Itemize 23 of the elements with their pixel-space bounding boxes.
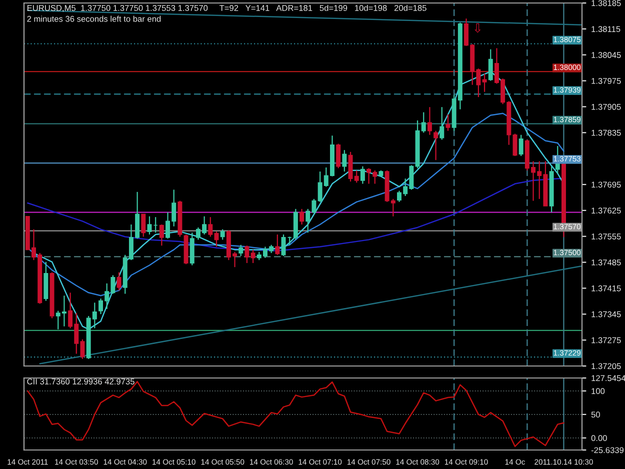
y-tick-label: 1.37555 (592, 234, 621, 240)
chart-title: CII 31.7360 12.9936 42.9735 (27, 378, 134, 384)
y-tick-label: 1.37345 (592, 311, 621, 318)
annotation: 2 minutes 36 seconds left to bar end (27, 16, 161, 22)
y-tick-label: 50 (591, 412, 600, 418)
y-tick-label: 0.00 (591, 435, 607, 442)
y-tick-label: 1.38115 (592, 26, 620, 32)
y-tick-label: 1.38185 (592, 0, 621, 6)
y-tick-label: 1.37695 (592, 182, 621, 188)
y-tick-label: 1.37975 (592, 78, 621, 84)
y-tick-label: 1.37275 (592, 337, 621, 344)
annotation: T=92 Y=141 ADR=181 5d=199 10d=198 20d=185 (219, 4, 426, 11)
y-tick-label: 1.37415 (592, 285, 621, 292)
y-tick-label: 1.37835 (592, 130, 621, 136)
y-tick-label: -25.6339 (591, 447, 624, 454)
chart-title: EURUSD,M5 1.37750 1.37750 1.37553 1.37570 (27, 5, 208, 12)
y-tick-label: 1.37205 (592, 363, 621, 370)
annotation: ⇩ (474, 23, 481, 33)
y-tick-label: 100 (592, 388, 605, 394)
y-tick-label: 1.37625 (592, 208, 621, 214)
y-tick-label: 1.37485 (592, 259, 621, 266)
y-tick-label: 1.38045 (592, 52, 621, 58)
y-tick-label: 1.37905 (592, 104, 621, 110)
